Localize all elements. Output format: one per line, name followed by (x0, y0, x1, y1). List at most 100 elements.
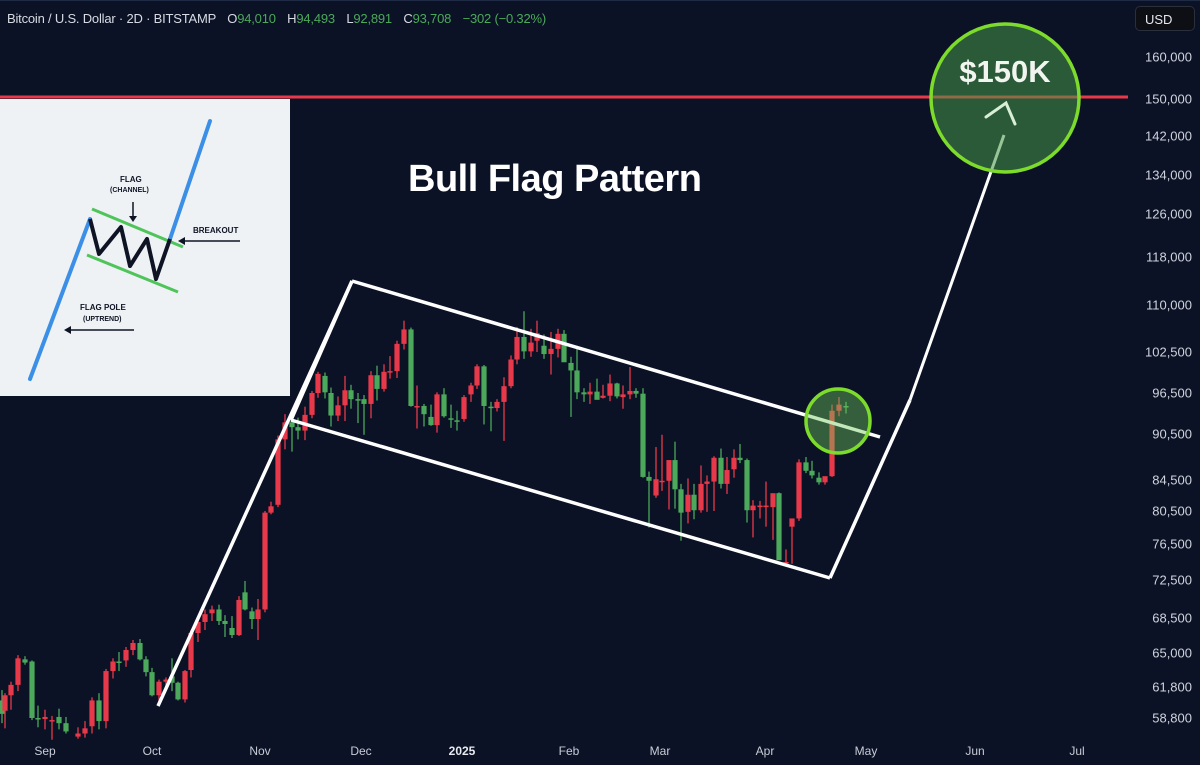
candle (796, 462, 802, 519)
breakout-blue-line (168, 119, 212, 241)
price-tick-label: 102,500 (1145, 344, 1192, 360)
price-tick-label: 61,800 (1152, 679, 1192, 695)
price-tick-label: 76,500 (1152, 536, 1192, 552)
candle (209, 609, 215, 614)
candle (698, 483, 704, 511)
close-value: 93,708 (412, 11, 452, 26)
candle (130, 643, 136, 650)
uptrend-label: (UPTREND) (83, 316, 122, 323)
candle (56, 716, 62, 724)
candle (96, 700, 102, 722)
candle (607, 383, 613, 396)
time-tick-label: 2025 (448, 744, 476, 758)
candle (620, 394, 626, 398)
candle (414, 405, 420, 408)
candle (528, 342, 534, 352)
flag-lower-green-line (86, 253, 179, 294)
candle (42, 716, 48, 720)
candle (309, 393, 315, 415)
candle (342, 390, 348, 406)
candle (110, 661, 116, 672)
channel-upper-line (351, 279, 881, 439)
candle (448, 418, 454, 420)
time-tick-label: Dec (350, 744, 372, 758)
candle (789, 518, 795, 527)
candle (521, 336, 527, 352)
price-tick-label: 65,000 (1152, 645, 1192, 661)
candle (169, 676, 175, 683)
candle (216, 609, 222, 621)
candle (691, 494, 697, 511)
low-value: 92,891 (353, 11, 392, 26)
pattern-title: Bull Flag Pattern (408, 158, 702, 200)
candle (143, 659, 149, 673)
candle (394, 343, 400, 372)
candle (627, 390, 633, 395)
time-tick-label: Feb (558, 744, 580, 758)
low-label: L (346, 11, 354, 26)
flag-zigzag-line (88, 218, 172, 281)
time-tick-label: Nov (249, 744, 271, 758)
candle (229, 628, 235, 635)
currency-button[interactable]: USD (1135, 6, 1195, 31)
candle (202, 614, 208, 622)
price-tick-label: 150,000 (1145, 91, 1192, 107)
candle (348, 390, 354, 400)
candle (574, 370, 580, 393)
projection-upper-line (908, 134, 1006, 401)
candle (236, 599, 242, 635)
candle (249, 611, 255, 619)
candle (541, 345, 547, 355)
candle (514, 336, 520, 360)
price-tick-label: 142,000 (1145, 128, 1192, 144)
flag-label: FLAG (120, 175, 142, 184)
candle (508, 359, 514, 387)
candle (678, 489, 684, 513)
candle (441, 394, 447, 417)
candle (8, 684, 14, 696)
candle (724, 470, 730, 484)
candle (434, 394, 440, 426)
candle (640, 393, 646, 477)
candle (374, 375, 380, 389)
price-axis[interactable]: 160,000 150,000 142,000 134,000 126,000 118,0… (1128, 36, 1200, 736)
candle (328, 393, 334, 416)
channel-lower-line (290, 418, 831, 580)
candle (49, 720, 55, 722)
candle (295, 427, 301, 431)
chart-header-bar: Bitcoin / U.S. Dollar · 2D · BITSTAMP O9… (0, 0, 1200, 37)
candle (63, 723, 69, 732)
candle (666, 460, 672, 481)
time-tick-label: May (854, 744, 878, 758)
bull-flag-diagram: FLAG (CHANNEL) BREAKOUT FLAG POLE (UPTRE… (0, 99, 290, 396)
time-tick-label: Apr (755, 744, 775, 758)
candle (614, 383, 620, 397)
high-label: H (287, 11, 297, 26)
target-arrowhead-icon (984, 100, 1017, 126)
candle (461, 397, 467, 419)
channel-label: (CHANNEL) (110, 187, 149, 194)
price-tick-label: 90,500 (1152, 426, 1192, 442)
candle (182, 671, 188, 700)
price-tick-label: 80,500 (1152, 503, 1192, 519)
symbol-name[interactable]: Bitcoin / U.S. Dollar · 2D · BITSTAMP (7, 11, 216, 26)
candle (289, 422, 295, 428)
candle (829, 410, 835, 477)
symbol-legend[interactable]: Bitcoin / U.S. Dollar · 2D · BITSTAMP O9… (7, 11, 546, 26)
candle (633, 390, 639, 394)
candle (816, 477, 822, 483)
price-tick-label: 58,800 (1152, 710, 1192, 726)
candlesticks (0, 311, 849, 740)
price-plot[interactable] (0, 0, 1128, 740)
candle (474, 366, 480, 386)
candle (843, 405, 849, 408)
price-tick-label: 96,500 (1152, 385, 1192, 401)
high-value: 94,493 (296, 11, 335, 26)
candle (744, 460, 750, 511)
candle (803, 462, 809, 471)
candle (568, 362, 574, 371)
price-tick-label: 160,000 (1145, 49, 1192, 65)
candle (242, 592, 248, 610)
candle (646, 476, 652, 481)
breakout-label: BREAKOUT (193, 226, 239, 235)
